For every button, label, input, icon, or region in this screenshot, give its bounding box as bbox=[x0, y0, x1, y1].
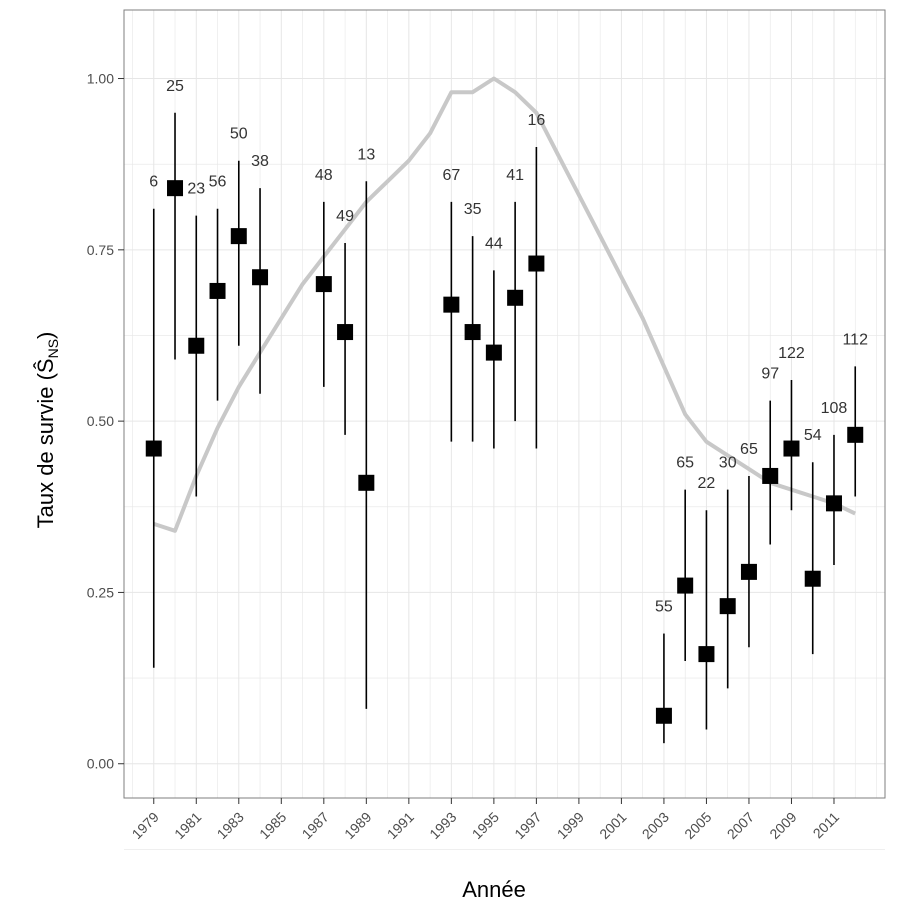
x-tick-label: 1991 bbox=[384, 809, 417, 842]
data-point bbox=[528, 255, 545, 272]
data-point bbox=[230, 228, 247, 245]
x-axis-title: Année bbox=[462, 877, 526, 902]
sample-size-label: 49 bbox=[336, 208, 354, 225]
data-point bbox=[804, 570, 821, 587]
x-tick-label: 2011 bbox=[810, 809, 843, 842]
sample-size-label: 50 bbox=[230, 126, 248, 143]
y-tick-label: 1.00 bbox=[87, 71, 114, 87]
data-point bbox=[698, 646, 715, 663]
y-tick-label: 0.00 bbox=[87, 756, 114, 772]
sample-size-label: 112 bbox=[842, 331, 868, 348]
trend-line bbox=[153, 76, 857, 533]
sample-size-label: 16 bbox=[527, 112, 545, 129]
errorbar-layer bbox=[152, 112, 857, 744]
y-axis-ticks: 0.00 0.25 0.50 0.75 1.00 bbox=[87, 71, 124, 772]
sample-size-label: 108 bbox=[821, 400, 848, 417]
x-tick-label: 1979 bbox=[129, 809, 162, 842]
x-tick-label: 1995 bbox=[469, 809, 502, 842]
data-point bbox=[485, 344, 502, 361]
data-point bbox=[677, 577, 694, 594]
x-axis-ticks: 1979 1981 1983 1985 1987 1989 1991 1993 1995 1997… bbox=[129, 798, 843, 842]
sample-size-label: 44 bbox=[485, 235, 503, 252]
data-point bbox=[847, 426, 864, 443]
x-tick-label: 1985 bbox=[256, 809, 289, 842]
data-point bbox=[315, 276, 332, 293]
sample-size-label: 67 bbox=[442, 167, 460, 184]
x-tick-label: 1999 bbox=[554, 809, 587, 842]
sample-size-label: 30 bbox=[719, 455, 737, 472]
sample-size-label: 55 bbox=[655, 599, 673, 616]
point-layer bbox=[145, 180, 864, 724]
sample-size-label: 23 bbox=[187, 181, 205, 198]
data-point bbox=[740, 563, 757, 580]
sample-size-label: 48 bbox=[315, 167, 333, 184]
sample-size-label: 56 bbox=[209, 174, 227, 191]
sample-size-label: 25 bbox=[166, 78, 184, 95]
y-axis-title: Taux de survie (ŜNS) bbox=[33, 332, 61, 529]
data-point bbox=[167, 180, 184, 197]
y-axis-title-main: Taux de survie (Ŝ bbox=[33, 358, 58, 528]
y-tick-label: 0.75 bbox=[87, 242, 114, 258]
y-tick-label: 0.25 bbox=[87, 584, 114, 600]
data-point bbox=[825, 495, 842, 512]
y-axis-title-subscript: NS bbox=[45, 339, 61, 358]
sample-size-label: 38 bbox=[251, 153, 269, 170]
x-tick-label: 2005 bbox=[681, 809, 714, 842]
grid-layer bbox=[124, 10, 885, 850]
x-tick-label: 1981 bbox=[171, 809, 204, 842]
data-point bbox=[252, 269, 269, 286]
x-tick-label: 1989 bbox=[341, 809, 374, 842]
x-tick-label: 1993 bbox=[426, 809, 459, 842]
sample-size-label: 65 bbox=[676, 455, 694, 472]
sample-size-label: 54 bbox=[804, 427, 822, 444]
sample-size-label: 41 bbox=[506, 167, 524, 184]
y-tick-label: 0.50 bbox=[87, 413, 114, 429]
x-tick-label: 2001 bbox=[596, 809, 629, 842]
data-point bbox=[188, 337, 205, 354]
x-tick-label: 1987 bbox=[299, 809, 332, 842]
data-point bbox=[762, 467, 779, 484]
sample-size-label: 22 bbox=[698, 475, 716, 492]
data-point bbox=[464, 324, 481, 341]
sample-size-label: 35 bbox=[464, 201, 482, 218]
sample-size-label: 6 bbox=[149, 174, 158, 191]
data-point bbox=[358, 474, 375, 491]
panel-border bbox=[123, 9, 886, 799]
x-tick-label: 1983 bbox=[214, 809, 247, 842]
trend-layer bbox=[153, 76, 857, 533]
data-point bbox=[337, 324, 354, 341]
data-point bbox=[145, 440, 162, 457]
sample-size-label: 122 bbox=[778, 345, 805, 362]
x-tick-label: 2007 bbox=[724, 809, 757, 842]
data-point bbox=[507, 289, 524, 306]
sample-size-label: 65 bbox=[740, 441, 758, 458]
data-point bbox=[209, 282, 226, 299]
x-tick-label: 2003 bbox=[639, 809, 672, 842]
sample-size-label: 13 bbox=[357, 146, 375, 163]
data-point bbox=[655, 707, 672, 724]
data-point bbox=[443, 296, 460, 313]
data-point bbox=[783, 440, 800, 457]
sample-size-label: 97 bbox=[761, 366, 779, 383]
data-point bbox=[719, 598, 736, 615]
x-tick-label: 2009 bbox=[766, 809, 799, 842]
y-axis-title-close: ) bbox=[33, 332, 58, 339]
x-tick-label: 1997 bbox=[511, 809, 544, 842]
